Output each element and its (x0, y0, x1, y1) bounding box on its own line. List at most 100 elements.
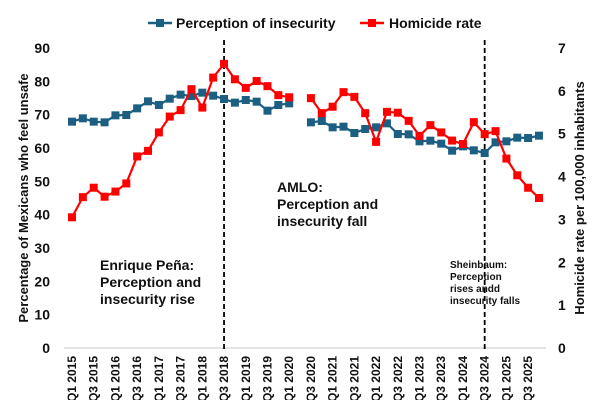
annotation-sheinbaum: Sheinbaum: (450, 260, 507, 271)
x-tick-label: Q3 2019 (260, 356, 274, 400)
x-tick-label: Q3 2024 (478, 356, 492, 400)
data-point (317, 109, 326, 118)
data-point (404, 116, 413, 125)
data-point (404, 130, 413, 139)
data-point (458, 140, 467, 148)
data-point (100, 118, 109, 127)
data-point (524, 183, 533, 192)
annotation-sheinbaum: rises andd (450, 284, 500, 295)
series-homicide (68, 59, 543, 222)
y-tick-left: 20 (34, 273, 50, 289)
data-point (100, 192, 109, 201)
data-point (78, 114, 87, 123)
y-tick-right: 7 (558, 40, 566, 56)
annotation-amlo: insecurity fall (277, 213, 367, 229)
data-point (361, 109, 370, 118)
data-point (122, 111, 131, 119)
data-point (524, 134, 533, 142)
data-point (89, 183, 98, 192)
data-point (89, 117, 98, 126)
data-point (230, 75, 239, 84)
y-tick-left: 30 (34, 240, 50, 256)
data-point (339, 88, 348, 97)
x-tick-label: Q1 2016 (108, 356, 122, 400)
x-tick-label: Q1 2018 (195, 356, 209, 400)
data-point (133, 152, 142, 161)
data-point (144, 97, 153, 106)
data-point (263, 82, 272, 91)
series-line (310, 119, 540, 155)
data-point (382, 107, 391, 116)
x-tick-label: Q1 2021 (326, 356, 340, 400)
data-point (198, 103, 207, 112)
data-point (252, 97, 261, 106)
y-axis-left-title: Percentage of Mexicans who feel unsafe (16, 73, 31, 322)
data-point (111, 111, 120, 120)
data-point (328, 123, 337, 132)
x-tick-label: Q3 2015 (87, 356, 101, 400)
data-point (502, 154, 511, 163)
annotation-pena: Perception and (100, 274, 201, 290)
data-point (437, 128, 446, 137)
data-point (285, 99, 294, 108)
data-point (328, 102, 337, 111)
y-tick-right: 0 (558, 340, 566, 356)
data-point (209, 91, 218, 100)
data-point (306, 94, 315, 103)
x-tick-label: Q3 2023 (434, 356, 448, 400)
y-tick-left: 90 (34, 40, 50, 56)
data-point (230, 98, 239, 107)
data-point (513, 171, 522, 180)
data-point (111, 187, 120, 196)
y-tick-left: 50 (34, 173, 50, 189)
data-point (263, 106, 272, 115)
data-point (350, 92, 359, 101)
data-point (241, 96, 250, 104)
data-point (241, 83, 250, 92)
data-point (393, 108, 402, 117)
x-tick-label: Q3 2022 (391, 356, 405, 400)
annotation-amlo: Perception and (277, 196, 378, 212)
x-tick-label: Q3 2025 (521, 356, 535, 400)
data-point (133, 104, 142, 113)
data-point (513, 133, 522, 142)
x-tick-label: Q3 2020 (304, 356, 318, 400)
data-point (448, 146, 457, 155)
data-point (176, 106, 185, 115)
y-tick-right: 2 (558, 254, 566, 270)
x-tick-label: Q3 2018 (217, 356, 231, 400)
x-tick-label: Q1 2019 (239, 356, 253, 400)
data-point (220, 95, 229, 103)
y-tick-left: 70 (34, 107, 50, 123)
data-point (187, 85, 196, 94)
x-tick-label: Q1 2017 (152, 356, 166, 400)
data-point (68, 117, 76, 126)
legend: Perception of insecurity Homicide rate (148, 15, 482, 31)
data-point (252, 77, 261, 85)
data-point (176, 90, 185, 99)
data-point (491, 138, 500, 147)
data-point (154, 101, 163, 109)
data-point (274, 101, 283, 109)
data-point (165, 94, 174, 103)
data-point (350, 129, 359, 137)
y-tick-left: 80 (34, 73, 50, 89)
data-point (372, 137, 381, 146)
data-point (448, 136, 457, 145)
data-point (534, 194, 543, 202)
annotation-pena: insecurity rise (100, 291, 195, 307)
x-tick-label: Q1 2020 (282, 356, 296, 400)
series-line (310, 90, 540, 199)
annotation-amlo: AMLO: (277, 179, 323, 195)
data-point (68, 213, 76, 222)
data-point (426, 136, 435, 145)
y-tick-left: 60 (34, 140, 50, 156)
x-tick-label: Q3 2016 (130, 356, 144, 400)
data-point (491, 127, 500, 136)
data-point (393, 130, 402, 138)
annotation-sheinbaum: Perception (450, 272, 502, 283)
data-point (382, 119, 391, 128)
data-point (154, 128, 163, 137)
